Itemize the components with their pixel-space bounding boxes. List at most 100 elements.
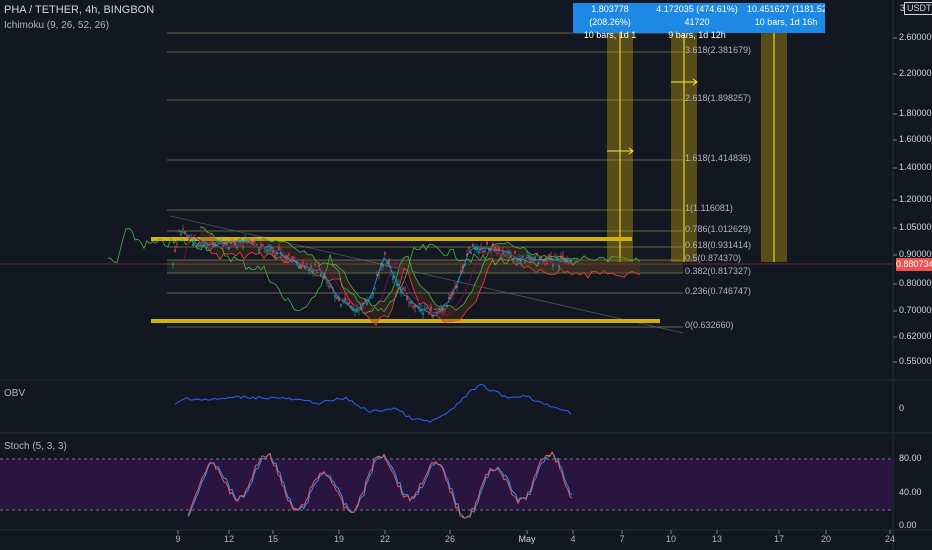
candle-body [544,258,546,262]
candle-body [320,273,322,276]
date-axis-label: 12 [223,534,235,544]
candle-body [364,299,366,302]
symbol-title[interactable]: PHA / TETHER, 4h, BINGBON [4,4,155,16]
candle-body [540,256,542,258]
candle-body [232,239,234,242]
date-axis-label: 4 [570,534,576,544]
candle-body [236,244,238,249]
candle-body [212,241,214,246]
kijun-line [179,233,573,316]
candle-body [498,247,500,251]
candle-body [464,264,466,266]
measure-box-1-bars: 10 bars, 1d 1 [583,30,637,40]
candle-body [280,251,282,254]
candle-body [404,289,406,292]
candle-body [348,301,350,304]
candle-body [494,247,496,251]
candle-body [220,239,222,241]
candle-body [312,269,314,274]
candle-body [386,262,388,264]
measure-box-1-value: 1.803778 (208.26%) [589,4,631,27]
candle-body [448,296,450,299]
candle-body [250,238,252,242]
measure-box-3-value: 10.451627 (1181.52%) 10451627 [747,4,825,14]
candle-body [468,247,470,249]
candle-body [292,256,294,260]
candle-body [530,256,532,260]
trend-line [169,215,684,334]
measure-box-1[interactable]: 1.803778 (208.26%) 10 bars, 1d 1 [573,3,647,40]
date-axis-label: 24 [884,534,896,544]
candle-body [548,254,550,257]
candle-body [214,242,216,247]
currency-badge[interactable]: USDT [904,2,932,15]
candle-body [304,265,306,270]
stoch-legend[interactable]: Stoch (5, 3, 3) [4,441,67,452]
candle-body [408,301,410,303]
candle-body [538,263,540,265]
candle-body [520,258,522,262]
candle-body [410,301,412,305]
candle-body [478,250,480,254]
candle-body [376,274,378,277]
candle-body [398,283,400,285]
price-axis-label: 1.200000 [899,194,932,204]
candle-body [252,240,254,244]
candle-body [512,258,514,260]
arrow-head [692,78,698,86]
candle-body [484,250,486,253]
obv-legend[interactable]: OBV [4,388,26,399]
candle-body [446,305,448,308]
candle-body [360,307,362,310]
candle-body [282,255,284,257]
candle-body [434,308,436,310]
candle-body [516,260,518,263]
measure-box-3[interactable]: 10.451627 (1181.52%) 10451627 10 bars, 1… [747,3,825,33]
candle-body [396,282,398,287]
candle-body [536,252,538,256]
candle-body [234,241,236,246]
candle-body [496,248,498,251]
candle-body [406,296,408,301]
candle-body [298,265,300,269]
candle-body [278,247,280,250]
candle-body [514,251,516,254]
candle-body [416,304,418,308]
stoch-axis-40: 40.00 [899,487,922,497]
candle-body [370,296,372,299]
candle-body [558,264,560,268]
candle-body [492,243,494,247]
ichimoku-legend[interactable]: Ichimoku (9, 26, 52, 26) [4,20,110,31]
candle-body [358,309,360,311]
candle-body [302,262,304,266]
candle-body [382,263,384,267]
candle-body [356,308,358,313]
date-axis-label: May [518,534,536,544]
candle-body [428,313,430,315]
candle-body [462,264,464,269]
candle-body [176,243,178,245]
measure-box-2-value: 4.172035 (474.61%) 41720 [656,4,738,27]
candle-body [392,276,394,280]
measure-box-2[interactable]: 4.172035 (474.61%) 41720 9 bars, 1d 12h [647,3,747,40]
fib-level-label: 3.618(2.381679) [685,45,752,55]
date-axis-label: 19 [333,534,345,544]
candle-body [246,242,248,244]
candle-body [500,255,502,257]
candle-body [368,300,370,302]
senkou-a [199,226,641,311]
price-axis-label: 2.600000 [899,32,932,42]
candle-body [402,287,404,290]
senkou-b [199,242,641,326]
candle-body [412,306,414,308]
candle-body [322,277,324,279]
obv-axis-zero: 0 [899,403,905,413]
arrow-head [628,147,634,155]
candle-body [420,308,422,312]
fib-level-label: 0.618(0.931414) [685,240,752,250]
